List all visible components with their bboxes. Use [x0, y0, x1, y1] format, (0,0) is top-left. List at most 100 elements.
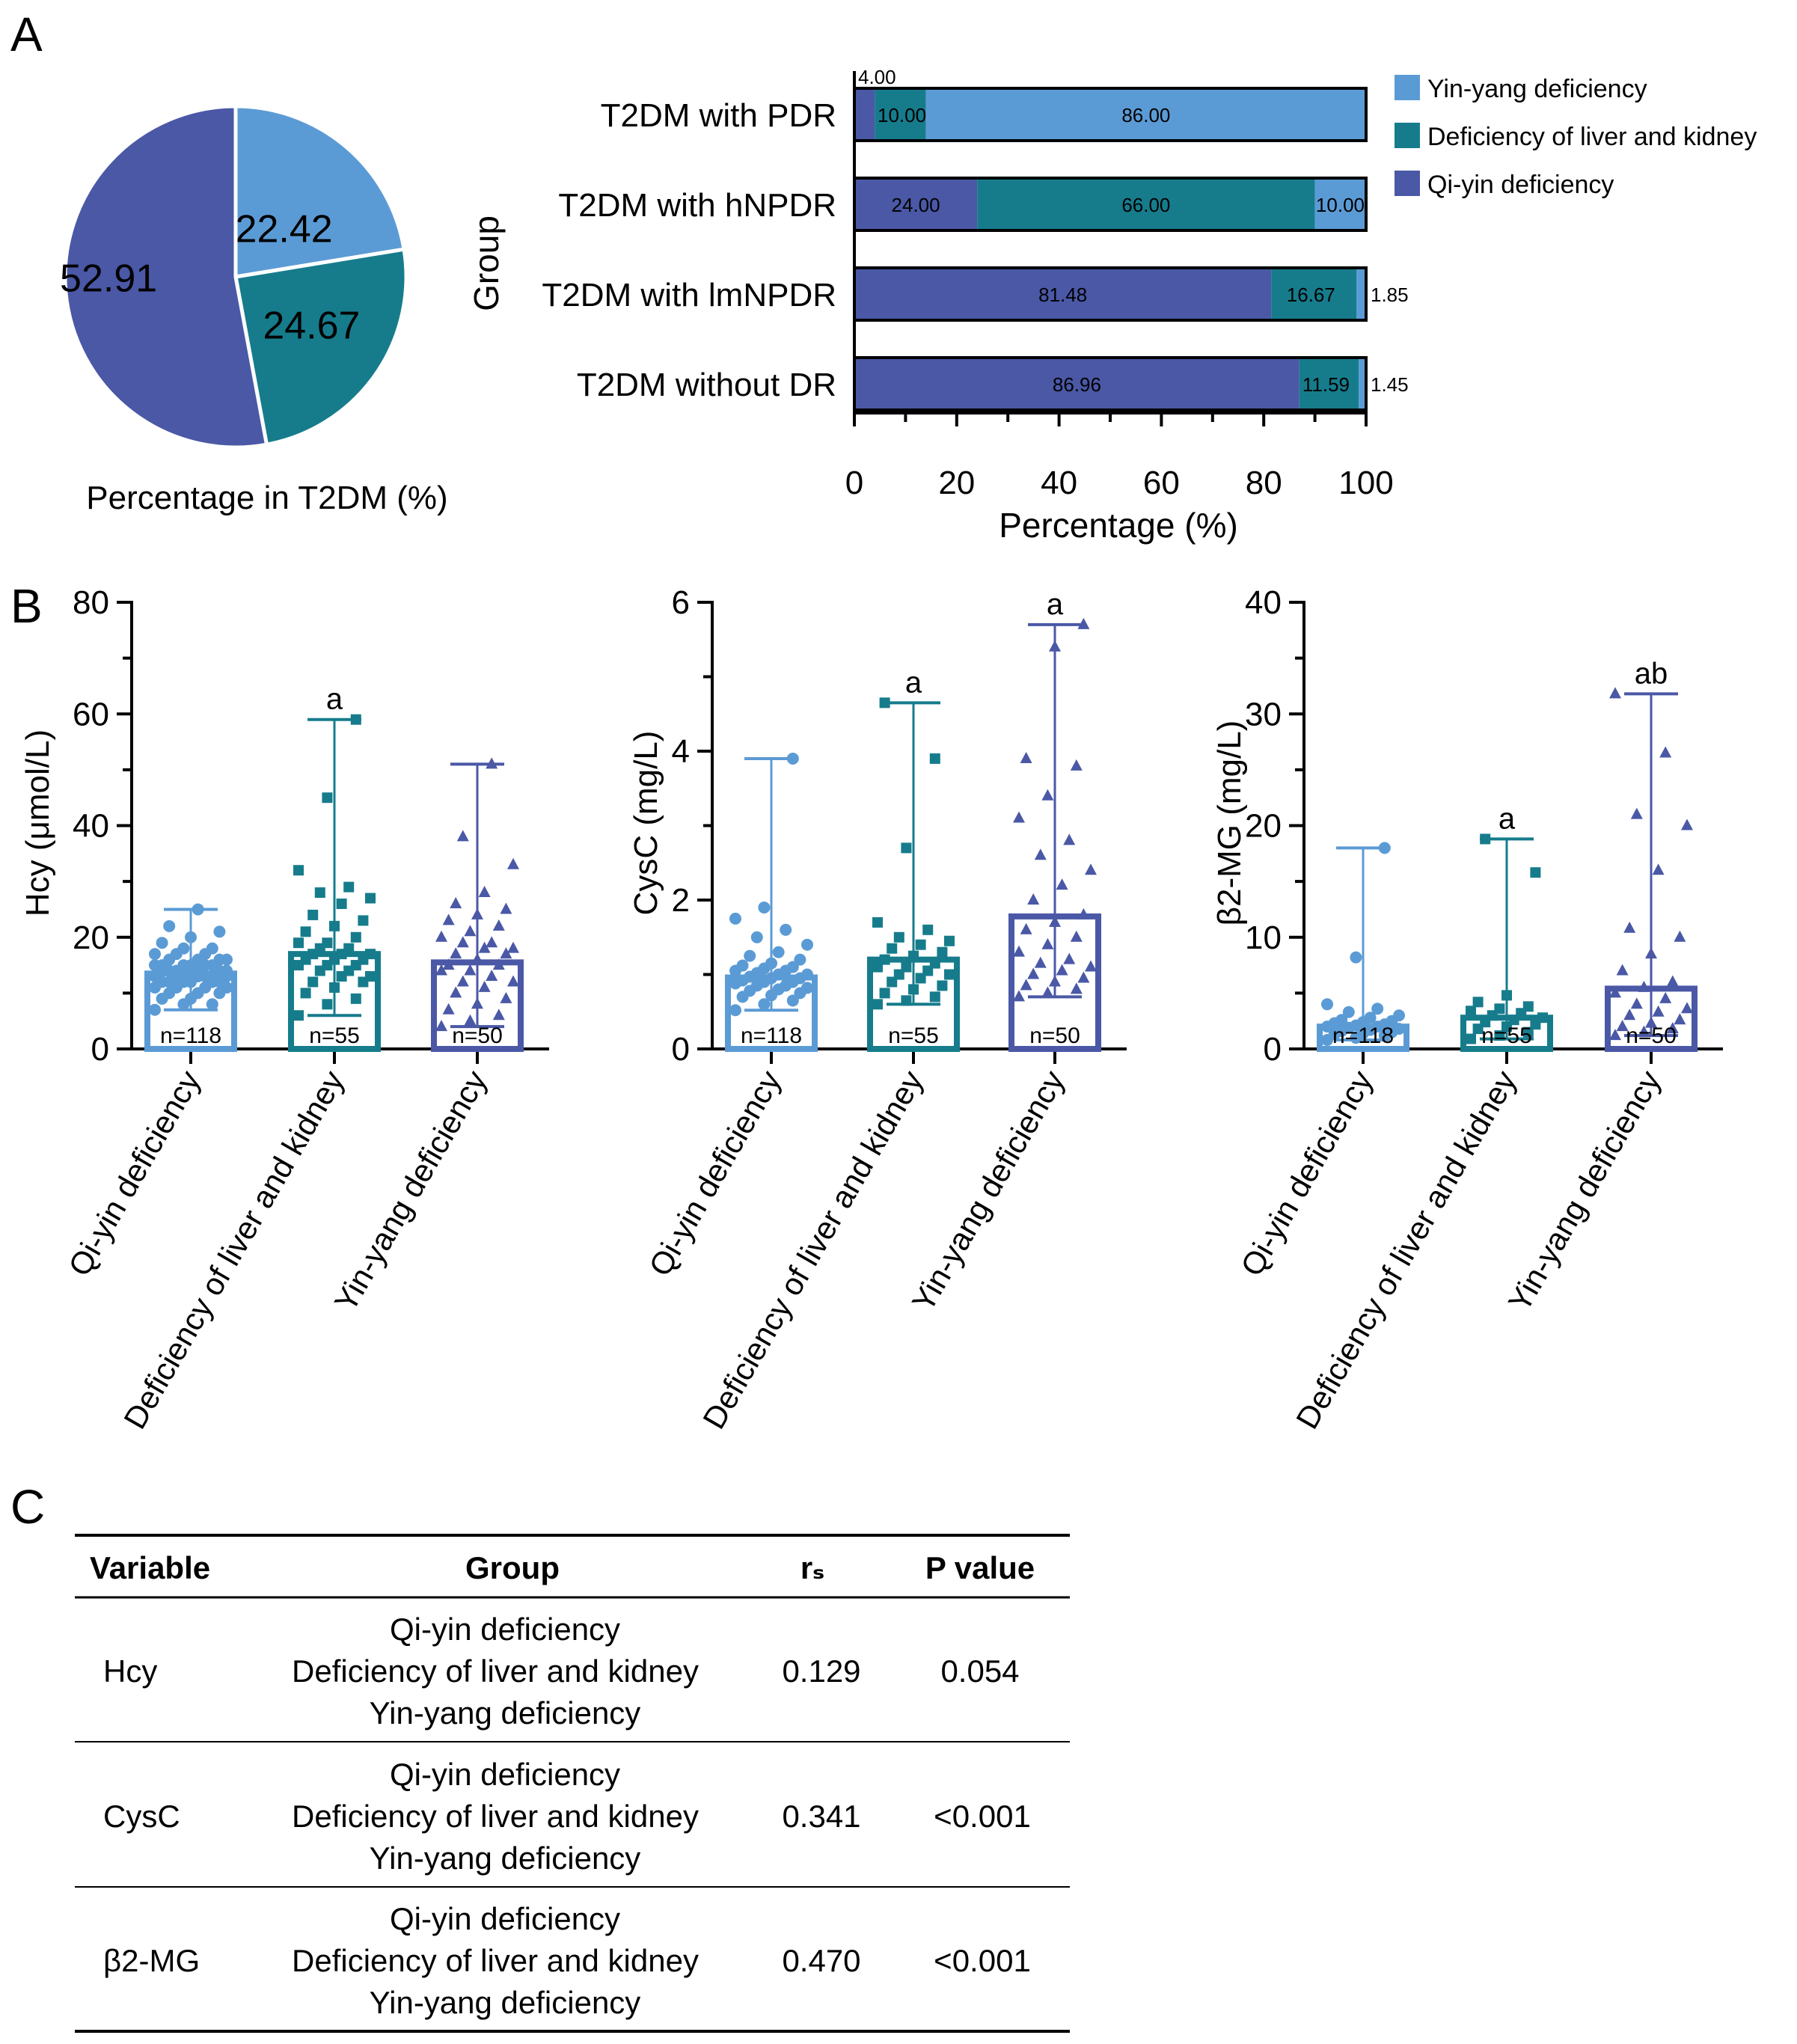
data-point — [772, 946, 785, 958]
mean-bar — [1605, 985, 1697, 1053]
mean-bar — [725, 974, 818, 1052]
data-point — [879, 988, 890, 999]
data-point — [307, 976, 319, 988]
data-point — [1616, 1020, 1629, 1032]
data-point — [177, 942, 190, 955]
legend-label: Qi-yin deficiency — [1427, 171, 1614, 199]
stacked-bar-segment — [1314, 178, 1366, 230]
data-point — [1674, 1013, 1686, 1025]
stacked-bar-segment — [1271, 268, 1357, 320]
legend-swatch — [1395, 123, 1420, 148]
data-point — [450, 947, 462, 959]
data-point — [1034, 956, 1047, 968]
data-point — [1342, 1006, 1355, 1018]
table-cell-group: Deficiency of liver and kidney — [292, 1799, 699, 1834]
table-cell-rs: 0.470 — [782, 1943, 860, 1978]
mean-bar — [1008, 913, 1101, 1053]
data-point — [801, 938, 813, 951]
data-point — [1638, 1025, 1650, 1037]
stacked-bar-label: 10.00 — [1316, 194, 1365, 216]
table-cell-group: Deficiency of liver and kidney — [292, 1653, 699, 1689]
data-point — [464, 925, 477, 937]
data-point — [1020, 979, 1032, 991]
significance-label: ab — [1635, 657, 1668, 690]
stacked-bar-segment — [875, 88, 926, 141]
stacked-bar-label: 4.00 — [858, 66, 896, 88]
data-point — [1063, 833, 1076, 845]
stacked-bar-label: 1.45 — [1371, 373, 1409, 396]
stacked-bar-label: 86.00 — [1121, 104, 1170, 126]
data-point — [500, 947, 512, 959]
data-point — [1063, 952, 1076, 964]
data-point — [486, 969, 498, 981]
y-tick-label: 0 — [91, 1031, 109, 1068]
mean-bar — [1460, 1015, 1553, 1052]
data-point — [1020, 751, 1032, 763]
stacked-bar-segment — [1299, 358, 1359, 410]
data-point — [192, 903, 204, 916]
data-point — [1623, 921, 1636, 933]
data-point — [1350, 951, 1362, 964]
data-point — [442, 914, 455, 925]
data-point — [507, 857, 519, 869]
correlation-table: Variable Group rₛ P value Hcy Qi-yin def… — [75, 1534, 1070, 2033]
mean-bar — [867, 956, 960, 1052]
y-tick-label: 40 — [1245, 584, 1282, 621]
data-point — [744, 949, 756, 962]
data-point — [300, 988, 311, 999]
y-tick-label: 80 — [73, 584, 109, 621]
data-point — [922, 924, 934, 935]
data-point — [908, 984, 919, 995]
data-point — [329, 982, 340, 993]
pie-slice — [233, 104, 406, 279]
data-point — [365, 893, 376, 904]
n-label: n=55 — [309, 1023, 360, 1048]
data-point — [1681, 1002, 1693, 1014]
data-point — [1393, 1009, 1405, 1022]
n-label: n=55 — [1481, 1023, 1532, 1048]
stacked-bar-label: 10.00 — [878, 104, 926, 126]
data-point — [1472, 997, 1484, 1008]
data-point — [1013, 945, 1025, 957]
data-point — [901, 961, 912, 973]
legend-label: Yin-yang deficiency — [1427, 75, 1647, 103]
data-point — [435, 930, 447, 942]
data-point — [486, 936, 498, 948]
stacked-x-tick-label: 0 — [845, 465, 863, 501]
data-point — [758, 998, 771, 1011]
table-cell-pvalue: <0.001 — [934, 1943, 1031, 1978]
stacked-bar-segment — [854, 358, 1299, 410]
panel-label-b: B — [10, 579, 43, 633]
table-cell-pvalue: 0.054 — [940, 1653, 1019, 1689]
data-point — [879, 697, 890, 709]
data-point — [293, 1010, 304, 1021]
data-point — [872, 999, 883, 1010]
data-point — [1335, 1014, 1348, 1026]
data-point — [729, 1004, 741, 1017]
data-point — [937, 946, 948, 958]
n-label: n=50 — [1626, 1023, 1677, 1048]
mean-bar — [431, 959, 524, 1053]
table-cell-group: Qi-yin deficiency — [390, 1612, 620, 1647]
stacked-bar-label: 86.96 — [1053, 373, 1101, 396]
significance-label: a — [1498, 802, 1516, 835]
data-point — [1609, 687, 1621, 699]
data-point — [478, 980, 491, 992]
data-point — [765, 957, 777, 970]
pie-slice — [63, 104, 269, 450]
stacked-x-tick-label: 100 — [1338, 465, 1393, 501]
b2mg-ylabel: β2-MG (mg/L) — [1211, 720, 1248, 926]
table-cell-group: Qi-yin deficiency — [390, 1901, 620, 1936]
data-point — [1623, 1009, 1636, 1021]
x-category-label: Yin-yang deficiency — [1501, 1065, 1668, 1318]
data-point — [1652, 1005, 1665, 1017]
table-cell-group: Yin-yang deficiency — [370, 1840, 641, 1876]
data-point — [1466, 1033, 1476, 1044]
stacked-bar-segment — [925, 88, 1366, 141]
panel-label-a: A — [10, 7, 43, 61]
data-point — [729, 912, 741, 925]
data-point — [750, 931, 763, 943]
